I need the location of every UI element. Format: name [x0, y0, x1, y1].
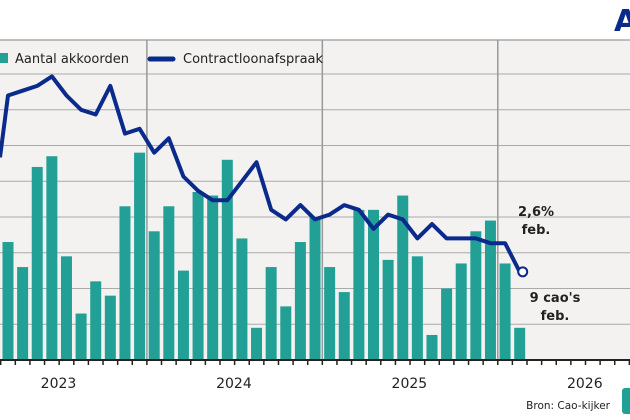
bar	[368, 209, 379, 360]
bar	[484, 220, 496, 360]
bar	[119, 206, 131, 360]
source-note: Bron: Cao-kijker	[526, 400, 610, 412]
bar	[411, 256, 423, 360]
bar	[499, 263, 511, 360]
bar	[221, 159, 233, 360]
bar	[251, 327, 263, 360]
bar	[207, 195, 219, 360]
bar	[382, 259, 394, 360]
legend-bars-label: Aantal akkoorden	[15, 52, 129, 67]
bar	[31, 166, 43, 360]
line-month-annotation: feb.	[522, 223, 551, 238]
x-tick-labels: 2023 2024 2025 2026	[41, 376, 603, 392]
bar	[163, 206, 175, 360]
legend-line-label: Contractloonafspraak	[183, 52, 324, 67]
bar	[236, 238, 248, 360]
bar	[104, 295, 116, 360]
bar-value-annotation: 9 cao's	[530, 291, 581, 306]
x-tick-label: 2024	[216, 376, 252, 392]
x-tick-label: 2026	[567, 376, 603, 392]
bar	[294, 242, 306, 360]
line-endpoint-marker	[517, 266, 529, 278]
bar	[441, 288, 453, 360]
bars	[2, 152, 526, 360]
bar	[455, 263, 467, 360]
bar	[90, 281, 102, 360]
brand-badge-icon	[622, 388, 630, 414]
bar	[60, 256, 72, 360]
bar	[470, 231, 482, 360]
x-tick-label: 2025	[392, 376, 428, 392]
legend-bar-swatch	[0, 53, 8, 63]
bar	[148, 231, 160, 360]
x-ticks	[0, 360, 630, 365]
bar	[338, 292, 350, 360]
bar	[75, 313, 87, 360]
x-tick-label: 2023	[41, 376, 77, 392]
bar	[2, 242, 14, 360]
brand-logo: AV	[614, 4, 630, 39]
bar	[324, 267, 336, 360]
line-value-annotation: 2,6%	[518, 205, 554, 220]
line-path	[0, 74, 522, 273]
bar	[397, 195, 409, 360]
bar	[265, 267, 277, 360]
bar	[514, 327, 526, 360]
bar	[134, 152, 146, 360]
bar-month-annotation: feb.	[541, 309, 570, 324]
bar	[46, 156, 58, 360]
bar	[353, 209, 365, 360]
line-series	[0, 74, 529, 278]
bar	[280, 306, 292, 360]
bar	[426, 334, 438, 360]
bar	[192, 191, 204, 360]
bar	[17, 267, 29, 360]
bar	[177, 270, 189, 360]
bar	[309, 217, 321, 360]
legend: Aantal akkoorden Contractloonafspraak	[0, 52, 324, 67]
